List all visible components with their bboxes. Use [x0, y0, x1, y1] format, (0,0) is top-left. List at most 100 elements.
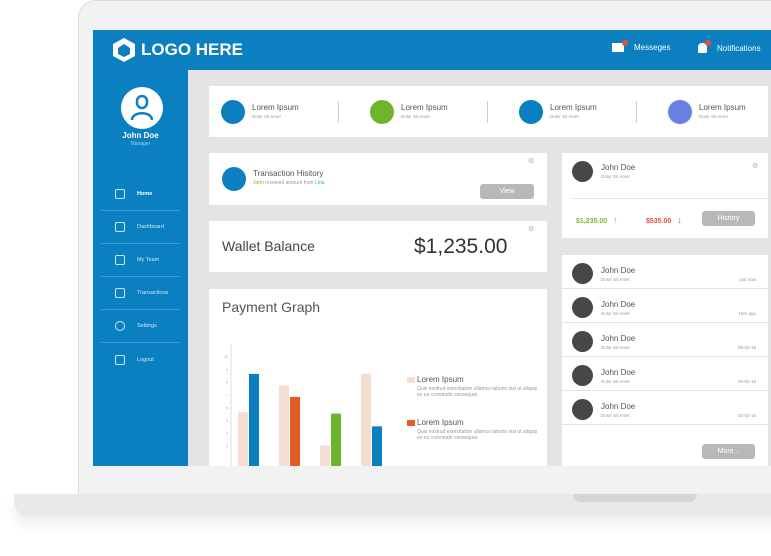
- graph-title: Payment Graph: [222, 299, 321, 315]
- y-tick-label: 5: [226, 419, 228, 423]
- stat-item[interactable]: Lorem Ipsum Dolor Sit Amet: [519, 98, 659, 126]
- legend-text: Quis nostrud exercitation ullamco labori…: [417, 429, 538, 441]
- contact-sub: Dolor Sit Amet: [601, 277, 630, 282]
- contact-row[interactable]: John Doe Dolor Sit Amet 05-02-18: [562, 357, 768, 391]
- y-tick-label: 6: [226, 406, 228, 410]
- view-button[interactable]: View: [480, 184, 534, 199]
- stat-title: Lorem Ipsum: [699, 103, 746, 112]
- y-tick-label: 8: [226, 381, 228, 385]
- nav-logout[interactable]: Logout: [101, 343, 180, 376]
- user-role: Manager: [130, 141, 151, 147]
- nav-settings[interactable]: Settings: [101, 310, 180, 343]
- account-card: John Doe Dolor Sit Amet ⚙ $1,235.00 ↑ $5…: [562, 153, 768, 238]
- laptop-notch: [573, 494, 697, 502]
- contact-sub: Dolor Sit Amet: [601, 379, 630, 384]
- divider: [636, 101, 637, 123]
- stat-icon: [519, 100, 543, 124]
- account-name: John Doe: [601, 163, 636, 172]
- contact-name: John Doe: [601, 266, 636, 275]
- user-icon: [130, 95, 154, 121]
- contact-avatar: [572, 263, 593, 284]
- stat-sub: Dolor Sit Amet: [699, 114, 728, 119]
- settings-icon[interactable]: ⚙: [528, 158, 535, 165]
- stat-item[interactable]: Lorem Ipsum Dolor Sit Amet: [370, 98, 510, 126]
- payment-chart: 3 4 5 6 7 8 9 10: [224, 344, 382, 466]
- expense-amount: $535.00: [646, 218, 672, 225]
- nav-label: Dashboard: [137, 224, 164, 230]
- messages-label: Messeges: [634, 43, 671, 52]
- contact-time: 08-02-18: [737, 345, 756, 350]
- contact-avatar: [572, 297, 593, 318]
- stat-item[interactable]: Lorem Ipsum Dolor Sit Amet: [668, 98, 771, 126]
- avatar[interactable]: [121, 87, 163, 129]
- stat-title: Lorem Ipsum: [252, 103, 299, 112]
- y-tick-label: 4: [226, 432, 228, 436]
- bar: [372, 426, 382, 466]
- nav-dashboard[interactable]: Dashboard: [101, 211, 180, 244]
- nav-home[interactable]: Home: [101, 178, 180, 211]
- user-name: John Doe: [122, 131, 159, 140]
- bell-icon: [698, 40, 711, 53]
- settings-icon[interactable]: ⚙: [528, 226, 535, 233]
- stat-sub: Dolor Sit Amet: [252, 114, 281, 119]
- contact-row[interactable]: John Doe Dolor Sit Amet just now: [562, 255, 768, 289]
- transaction-avatar: [222, 167, 246, 191]
- dashboard-screen: LOGO HERE Messeges Notifications John Do…: [93, 30, 771, 466]
- y-tick-label: 10: [224, 355, 228, 359]
- bar: [320, 445, 330, 466]
- mail-icon: [612, 40, 628, 52]
- account-sub: Dolor Sit Amet: [601, 174, 630, 179]
- income-amount: $1,235.00: [576, 218, 608, 225]
- bar: [331, 413, 341, 466]
- sender: John: [253, 180, 264, 186]
- stat-sub: Dolor Sit Amet: [550, 114, 579, 119]
- contact-row[interactable]: John Doe Dolor Sit Amet 08-02-18: [562, 323, 768, 357]
- contact-sub: Dolor Sit Amet: [601, 413, 630, 418]
- payment-graph-card: Payment Graph 3 4 5 6 7 8 9 10 Lorem Ipsum Quis…: [209, 289, 547, 466]
- more-button[interactable]: More...: [702, 444, 755, 459]
- nav-transactions[interactable]: Transactions: [101, 277, 180, 310]
- contact-name: John Doe: [601, 368, 636, 377]
- notifications-label: Notifications: [717, 43, 761, 53]
- transaction-title: Transaction Hisitory: [253, 169, 324, 178]
- gauge-icon: [115, 222, 125, 232]
- contact-avatar: [572, 331, 593, 352]
- y-tick-label: 9: [226, 368, 228, 372]
- contact-row[interactable]: John Doe Dolor Sit Amet 02-02-18: [562, 391, 768, 425]
- stat-sub: Dolor Sit Amet: [401, 114, 430, 119]
- stat-item[interactable]: Lorem Ipsum Dolor Sit Amet: [221, 98, 361, 126]
- nav-label: Home: [137, 191, 153, 197]
- history-button[interactable]: History: [702, 211, 755, 226]
- bar: [238, 412, 248, 466]
- settings-icon[interactable]: ⚙: [752, 163, 759, 170]
- income: $1,235.00 ↑: [576, 215, 618, 225]
- recipient: Lina: [314, 180, 325, 186]
- transaction-card: Transaction Hisitory John received amoun…: [209, 153, 547, 205]
- stat-icon: [221, 100, 245, 124]
- nav-label: My Team: [137, 257, 160, 263]
- contact-row[interactable]: John Doe Dolor Sit Amet 18m ago: [562, 289, 768, 323]
- bar: [249, 373, 259, 466]
- header: LOGO HERE Messeges Notifications: [93, 30, 771, 70]
- arrow-up-icon: ↑: [613, 215, 618, 225]
- stat-title: Lorem Ipsum: [550, 103, 597, 112]
- account-avatar: [572, 161, 593, 182]
- transaction-desc: John received amount from Lina: [253, 180, 324, 186]
- stats-bar: Lorem Ipsum Dolor Sit Amet Lorem Ipsum D…: [209, 86, 768, 137]
- logo-icon: [113, 38, 135, 62]
- nav-label: Logout: [137, 356, 154, 363]
- legend-swatch: [407, 420, 415, 426]
- nav-my-team[interactable]: My Team: [101, 244, 180, 277]
- bar: [361, 373, 371, 466]
- notifications-button[interactable]: Notifications: [698, 40, 761, 53]
- divider: [338, 101, 339, 123]
- expense: $535.00 ↓: [646, 215, 682, 225]
- nav-label: Transactions: [137, 290, 169, 296]
- messages-button[interactable]: Messeges: [612, 40, 671, 52]
- logo-text: LOGO HERE: [141, 40, 244, 59]
- logout-icon: [115, 354, 125, 365]
- contact-time: just now: [739, 277, 756, 282]
- logo[interactable]: LOGO HERE: [111, 37, 243, 63]
- stat-title: Lorem Ipsum: [401, 103, 448, 112]
- contacts-card: John Doe Dolor Sit Amet just now John Do…: [562, 255, 768, 466]
